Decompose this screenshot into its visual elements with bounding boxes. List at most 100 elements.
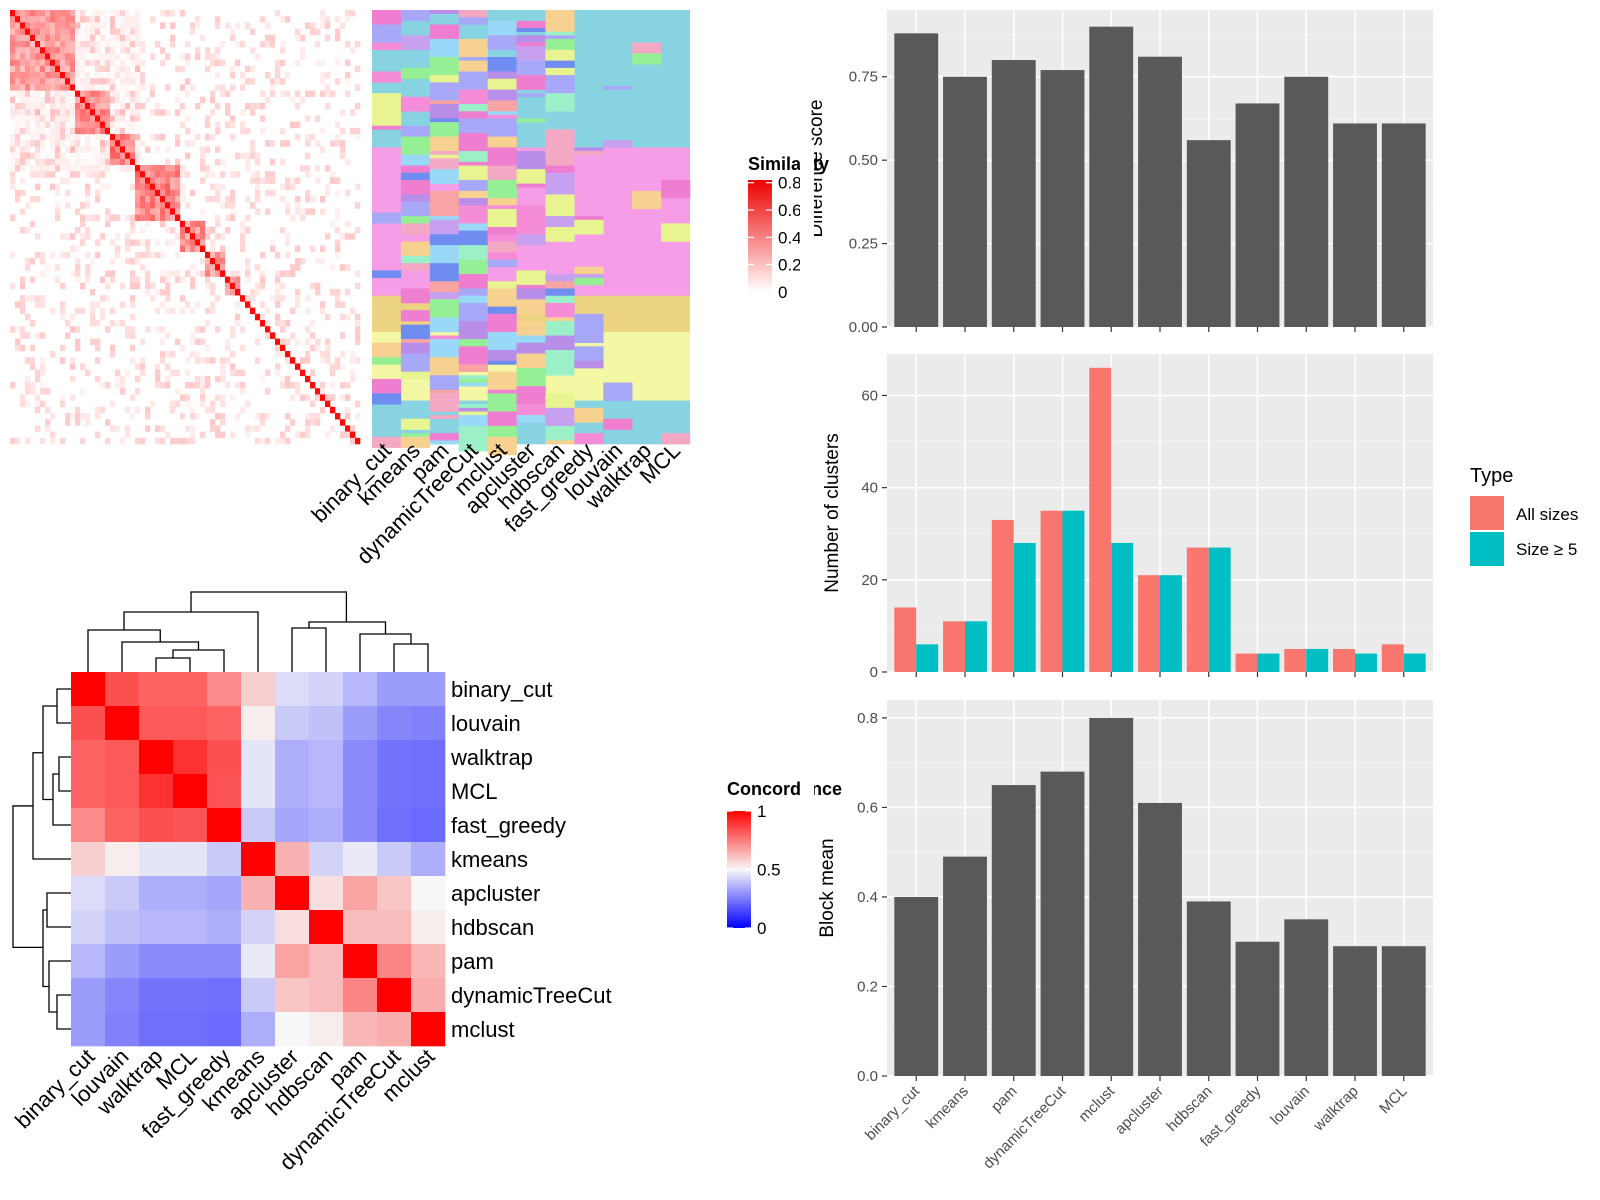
similarity-cell [110,320,116,327]
similarity-cell [335,189,341,197]
membership-cell [487,165,517,170]
similarity-cell [70,171,76,178]
similarity-cell [130,276,136,284]
similarity-cell [55,109,61,116]
similarity-cell [20,90,26,98]
similarity-cell [95,171,101,178]
concordance-cell [173,706,208,741]
similarity-cell [150,208,156,215]
similarity-cell [335,251,341,259]
similarity-cell [60,10,66,17]
membership-cell [574,353,604,362]
similarity-cell [10,146,16,153]
similarity-cell [140,196,146,203]
similarity-cell [45,134,51,141]
similarity-cell [205,146,211,153]
similarity-cell [50,78,56,85]
similarity-cell [30,258,36,265]
similarity-cell [345,10,351,17]
similarity-cell [65,165,71,172]
membership-cell [574,407,604,423]
concordance-cell [105,910,140,945]
similarity-cell [180,189,186,197]
similarity-cell [50,165,56,172]
concordance-cell [275,910,310,945]
similarity-cell [50,437,56,445]
similarity-cell [115,251,121,259]
similarity-cell [135,96,141,104]
similarity-cell [270,41,276,48]
similarity-cell [20,301,26,308]
membership-cell [487,313,517,333]
similarity-cell [30,276,36,284]
similarity-cell [275,338,281,346]
similarity-cell [155,425,161,432]
similarity-cell [35,121,41,129]
y-tick-label: 20 [861,572,878,589]
similarity-cell [225,357,231,364]
similarity-cell [10,65,16,73]
similarity-cell [30,165,36,172]
similarity-cell [345,16,351,23]
similarity-cell [170,351,176,358]
similarity-cell [105,115,111,122]
similarity-cell [50,90,56,98]
similarity-cell [305,22,311,29]
similarity-cell [175,270,181,277]
membership-cell [429,38,460,58]
similarity-cell [95,109,101,116]
membership-cell [429,335,460,340]
similarity-cell [25,146,31,153]
similarity-cell [80,59,86,67]
similarity-cell [325,165,331,172]
similarity-cell [295,103,301,110]
similarity-cell [105,53,111,60]
similarity-cell [180,394,186,401]
similarity-cell [110,41,116,48]
dendrogram-link [308,621,387,634]
similarity-cell [135,53,141,60]
concordance-cell [139,740,174,775]
similarity-cell [205,375,211,383]
similarity-cell [205,65,211,73]
membership-cell [400,310,431,322]
membership-cell [372,24,402,43]
similarity-cell [245,258,251,265]
similarity-cell [130,214,136,222]
membership-cell [603,382,633,401]
similarity-cell [295,301,301,308]
similarity-cell [40,134,46,141]
similarity-cell [55,59,61,67]
similarity-cell [80,41,86,48]
concordance-cell [241,910,276,945]
membership-cell [545,227,575,242]
similarity-cell [135,282,141,290]
similarity-cell [355,413,361,420]
membership-row [372,425,690,430]
similarity-cell [65,177,71,184]
membership-cell [516,234,546,246]
similarity-cell [290,214,296,222]
similarity-cell [35,183,41,191]
membership-row [372,10,690,14]
similarity-cell [200,270,206,277]
similarity-cell [20,326,26,333]
membership-cell [429,118,460,123]
similarity-cell [275,289,281,296]
similarity-cell [135,258,141,265]
bar [1013,542,1036,672]
similarity-cell [210,59,216,67]
similarity-cell [20,28,26,36]
similarity-cell [120,152,126,160]
similarity-cell [95,196,101,203]
similarity-cell [105,183,111,191]
similarity-cell [160,10,166,17]
similarity-cell [315,115,321,122]
similarity-cell [155,375,161,383]
similarity-cell [125,127,131,135]
similarity-cell [60,394,66,401]
similarity-cell [20,121,26,129]
similarity-cell [15,196,21,203]
y-tick-label: 60 [861,387,878,404]
similarity-cell [80,53,86,60]
